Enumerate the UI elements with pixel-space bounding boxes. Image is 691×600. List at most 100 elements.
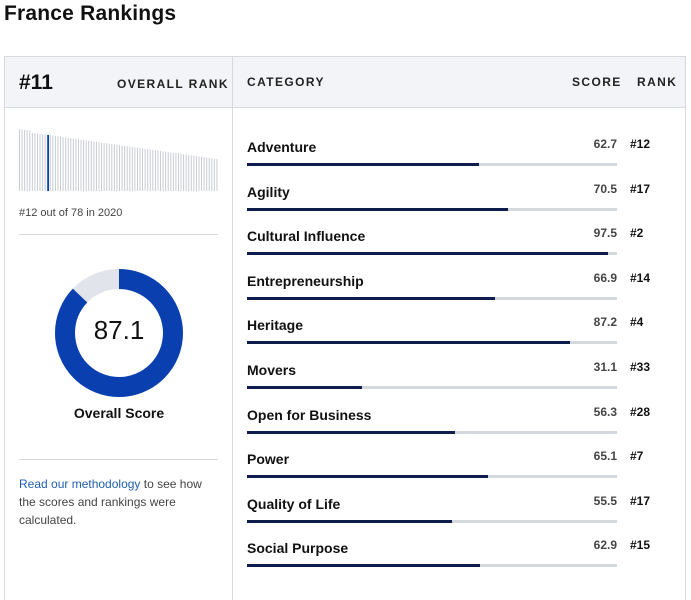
category-rank: #4 (630, 315, 644, 330)
rank-history-bar (193, 155, 195, 191)
rank-history-bar (149, 149, 151, 191)
score-bar-fill (247, 163, 479, 166)
rank-history-bar (39, 133, 41, 191)
rank-history-bar (70, 138, 72, 191)
rank-history-bar (170, 152, 172, 191)
methodology-note: Read our methodology to see how the scor… (19, 475, 219, 529)
rank-history-bar (24, 129, 26, 191)
category-row: Cultural Influence 97.5 #2 (247, 210, 677, 256)
page-title: France Rankings (4, 2, 177, 25)
rank-history-bar (26, 130, 28, 191)
rank-history-bar (136, 147, 138, 191)
rank-history-bar (42, 134, 44, 191)
rank-history-bar (88, 140, 90, 191)
rank-history-bar (75, 139, 77, 191)
score-bar-track (247, 207, 617, 211)
category-column-header: CATEGORY (247, 75, 325, 89)
score-bar-track (247, 296, 617, 300)
rankings-header: #11 OVERALL RANK CATEGORY SCORE RANK (5, 57, 685, 108)
category-score: 31.1 (593, 360, 617, 374)
left-separator-bottom (19, 459, 218, 460)
rank-history-bar (57, 136, 59, 191)
rank-history-bar (195, 156, 197, 191)
rank-history-bar (21, 129, 23, 191)
category-name: Cultural Influence (247, 228, 366, 245)
rank-history-bar (142, 148, 144, 191)
rank-history-bar (124, 145, 126, 191)
rank-history-bar (65, 137, 67, 191)
rank-history-bar (175, 153, 177, 191)
rank-history-bar (83, 140, 85, 191)
rank-history-bar (80, 139, 82, 191)
rank-history-bar (103, 143, 105, 191)
rank-history-bar (165, 151, 167, 191)
rank-history-bar (216, 159, 218, 191)
category-score: 56.3 (593, 404, 617, 419)
methodology-text: to see how the scores and rankings were … (19, 477, 202, 527)
score-bar-track (247, 519, 617, 523)
rank-history-bar (49, 135, 51, 191)
rank-history-bar (72, 138, 74, 191)
rank-history-bar (34, 133, 36, 191)
category-name: Movers (247, 362, 297, 378)
rank-history-bar (108, 143, 110, 191)
category-name: Social Purpose (247, 540, 349, 557)
category-score: 65.1 (593, 449, 617, 464)
rank-history-bar (162, 151, 164, 191)
rank-history-bar (211, 158, 213, 191)
category-score: 87.2 (593, 315, 617, 330)
rank-history-bar (113, 144, 115, 191)
overall-score-donut (55, 269, 183, 397)
category-score: 55.5 (593, 493, 617, 508)
category-row: Social Purpose 62.9 #15 (247, 522, 677, 568)
left-separator-top (19, 234, 218, 235)
category-row: Power 65.1 #7 (247, 433, 677, 479)
rank-history-bar (144, 148, 146, 191)
score-bar-track (247, 564, 617, 568)
rank-history-bar (111, 144, 113, 191)
rank-history-bar (206, 157, 208, 191)
category-score: 62.7 (593, 137, 617, 151)
rank-history-bar (203, 157, 205, 191)
score-bar-fill (247, 296, 495, 300)
rank-history-bar (52, 135, 54, 191)
overall-score-label: Overall Score (73, 405, 165, 421)
overall-rank-label: OVERALL RANK (117, 77, 229, 91)
methodology-link[interactable]: Read our methodology (19, 477, 141, 491)
rank-history-bars (19, 129, 218, 191)
category-rank: #28 (630, 404, 651, 419)
score-bar-track (247, 341, 617, 345)
rank-history-bar (147, 149, 149, 191)
rank-history-chart (19, 127, 219, 191)
rank-history-bar (129, 146, 131, 191)
category-rank: #17 (630, 493, 651, 508)
rank-history-bar (98, 142, 100, 191)
category-name: Power (247, 451, 290, 468)
rank-history-bar (95, 141, 97, 191)
category-row: Quality of Life 55.5 #17 (247, 478, 677, 523)
overall-rank-number: #11 (19, 71, 53, 94)
overall-score-value: 87.1 (93, 315, 145, 345)
rank-history-bar (198, 156, 200, 191)
rank-history-bar (185, 154, 187, 191)
score-bar-fill (247, 386, 363, 389)
category-row: Movers 31.1 #33 (247, 344, 677, 389)
score-bar-track (247, 430, 617, 434)
category-rank: #15 (630, 538, 651, 553)
rank-history-bar (29, 130, 31, 191)
panel-divider (232, 57, 233, 600)
rank-history-bar (213, 158, 215, 191)
score-column-header: SCORE (572, 75, 622, 89)
rank-history-bar (60, 136, 62, 191)
rank-of-total: #12 out of 78 in 2020 (19, 207, 123, 219)
score-bar-fill (247, 207, 508, 211)
category-score: 66.9 (593, 270, 617, 285)
rank-history-bar (167, 152, 169, 191)
rank-history-bar (180, 153, 182, 191)
rank-history-bar (152, 149, 154, 191)
category-row: Adventure 62.7 #12 (247, 121, 677, 166)
rank-history-bar (93, 141, 95, 191)
rank-history-bar (44, 134, 46, 191)
rank-history-bar (139, 148, 141, 191)
rank-history-bar (67, 137, 69, 191)
